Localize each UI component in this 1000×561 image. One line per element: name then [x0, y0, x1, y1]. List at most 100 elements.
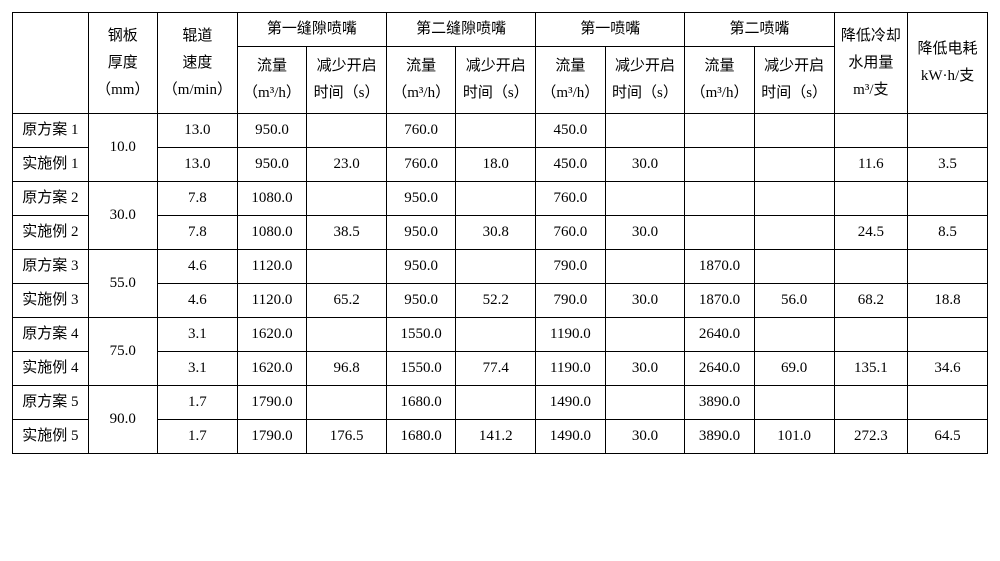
cell-t4 — [754, 250, 834, 284]
cell-f3: 450.0 — [536, 114, 605, 148]
cell-power: 64.5 — [908, 420, 988, 454]
cell-thickness: 75.0 — [88, 318, 157, 386]
cell-water: 272.3 — [834, 420, 908, 454]
cell-t2 — [456, 318, 536, 352]
hdr-group1: 第一缝隙喷嘴 — [237, 13, 386, 47]
cell-t1: 38.5 — [307, 216, 387, 250]
cell-t3 — [605, 250, 685, 284]
cell-row-label: 原方案 2 — [13, 182, 89, 216]
cell-t3 — [605, 318, 685, 352]
cell-t4: 69.0 — [754, 352, 834, 386]
cell-power — [908, 114, 988, 148]
cell-row-label: 实施例 5 — [13, 420, 89, 454]
cell-f1: 1790.0 — [237, 386, 306, 420]
cell-f3: 790.0 — [536, 284, 605, 318]
table-row: 原方案 110.013.0950.0760.0450.0 — [13, 114, 988, 148]
cell-t1: 96.8 — [307, 352, 387, 386]
cell-water — [834, 318, 908, 352]
hdr-thickness: 钢板厚度（mm） — [88, 13, 157, 114]
cell-t1 — [307, 250, 387, 284]
cell-f1: 1620.0 — [237, 318, 306, 352]
cell-row-label: 原方案 5 — [13, 386, 89, 420]
cell-t2: 141.2 — [456, 420, 536, 454]
table-row: 原方案 230.07.81080.0950.0760.0 — [13, 182, 988, 216]
cell-f4: 2640.0 — [685, 318, 754, 352]
cell-t2 — [456, 386, 536, 420]
cell-row-label: 原方案 3 — [13, 250, 89, 284]
cell-power: 8.5 — [908, 216, 988, 250]
cell-f2: 950.0 — [387, 250, 456, 284]
hdr-time-2: 减少开启时间（s） — [456, 47, 536, 114]
cell-water: 68.2 — [834, 284, 908, 318]
cell-t4 — [754, 182, 834, 216]
cell-speed: 7.8 — [157, 182, 237, 216]
cell-water — [834, 250, 908, 284]
table-row: 原方案 590.01.71790.01680.01490.03890.0 — [13, 386, 988, 420]
hdr-flow-4: 流量（m³/h） — [685, 47, 754, 114]
cell-row-label: 原方案 1 — [13, 114, 89, 148]
hdr-flow-2: 流量（m³/h） — [387, 47, 456, 114]
cell-f1: 1120.0 — [237, 284, 306, 318]
cell-t2 — [456, 182, 536, 216]
cell-power: 34.6 — [908, 352, 988, 386]
hdr-power: 降低电耗kW·h/支 — [908, 13, 988, 114]
cell-f4 — [685, 182, 754, 216]
cell-f3: 1190.0 — [536, 318, 605, 352]
cell-speed: 1.7 — [157, 386, 237, 420]
cell-f1: 1080.0 — [237, 182, 306, 216]
cell-speed: 4.6 — [157, 284, 237, 318]
cell-row-label: 实施例 2 — [13, 216, 89, 250]
cell-f3: 1490.0 — [536, 386, 605, 420]
cell-f4: 3890.0 — [685, 386, 754, 420]
cell-f1: 1790.0 — [237, 420, 306, 454]
cell-f3: 790.0 — [536, 250, 605, 284]
cell-row-label: 实施例 1 — [13, 148, 89, 182]
cell-water — [834, 386, 908, 420]
hdr-group4: 第二喷嘴 — [685, 13, 834, 47]
cell-f2: 1550.0 — [387, 318, 456, 352]
cell-f4: 1870.0 — [685, 284, 754, 318]
cell-f3: 1190.0 — [536, 352, 605, 386]
cell-t3: 30.0 — [605, 284, 685, 318]
table-row: 原方案 475.03.11620.01550.01190.02640.0 — [13, 318, 988, 352]
cell-speed: 13.0 — [157, 114, 237, 148]
cell-t4 — [754, 148, 834, 182]
cell-f2: 1550.0 — [387, 352, 456, 386]
cell-t2: 18.0 — [456, 148, 536, 182]
cell-water — [834, 114, 908, 148]
cell-f3: 1490.0 — [536, 420, 605, 454]
cell-f1: 950.0 — [237, 148, 306, 182]
cell-f4: 2640.0 — [685, 352, 754, 386]
cell-thickness: 90.0 — [88, 386, 157, 454]
cell-speed: 1.7 — [157, 420, 237, 454]
cell-f2: 760.0 — [387, 114, 456, 148]
hdr-speed: 辊道速度（m/min） — [157, 13, 237, 114]
cell-water — [834, 182, 908, 216]
cell-f2: 950.0 — [387, 216, 456, 250]
cell-f2: 1680.0 — [387, 386, 456, 420]
cell-f4: 3890.0 — [685, 420, 754, 454]
table-row: 原方案 355.04.61120.0950.0790.01870.0 — [13, 250, 988, 284]
cell-f4: 1870.0 — [685, 250, 754, 284]
hdr-group2: 第二缝隙喷嘴 — [387, 13, 536, 47]
cell-f1: 1120.0 — [237, 250, 306, 284]
cell-t3: 30.0 — [605, 420, 685, 454]
cell-t3: 30.0 — [605, 216, 685, 250]
cell-t1 — [307, 386, 387, 420]
cell-f4 — [685, 114, 754, 148]
table-row: 实施例 51.71790.0176.51680.0141.21490.030.0… — [13, 420, 988, 454]
cell-t4 — [754, 216, 834, 250]
cell-thickness: 55.0 — [88, 250, 157, 318]
hdr-time-3: 减少开启时间（s） — [605, 47, 685, 114]
cell-f4 — [685, 216, 754, 250]
cell-power — [908, 318, 988, 352]
hdr-flow-3: 流量（m³/h） — [536, 47, 605, 114]
cell-speed: 7.8 — [157, 216, 237, 250]
cell-t2: 77.4 — [456, 352, 536, 386]
table-row: 实施例 43.11620.096.81550.077.41190.030.026… — [13, 352, 988, 386]
cell-t1: 23.0 — [307, 148, 387, 182]
cell-t3: 30.0 — [605, 148, 685, 182]
cell-t4 — [754, 318, 834, 352]
cell-f2: 950.0 — [387, 182, 456, 216]
hdr-blank — [13, 13, 89, 114]
